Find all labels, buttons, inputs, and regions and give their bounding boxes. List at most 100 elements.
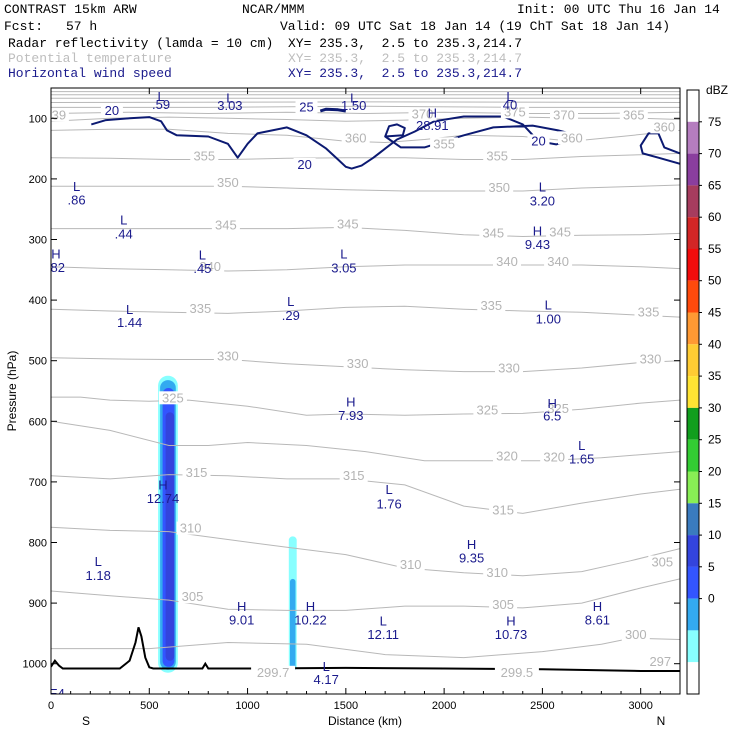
wind-label: L	[126, 302, 133, 317]
field-xy-theta: XY= 235.3, 2.5 to 235.3,214.7	[288, 51, 523, 66]
colorbar-swatch	[687, 566, 699, 599]
theta-label: 330	[347, 356, 369, 371]
theta-label: 305	[651, 555, 673, 570]
theta-label-bg	[132, 691, 177, 694]
y-tick-label: 200	[29, 174, 47, 186]
wind-label: 1.50	[341, 98, 366, 113]
colorbar-swatch	[687, 535, 699, 567]
colorbar-label: 5	[708, 560, 715, 574]
theta-label-bg	[621, 628, 650, 642]
y-tick-label: 700	[29, 477, 47, 489]
wind-label: L	[73, 179, 80, 194]
colorbar-label: 35	[708, 369, 722, 383]
theta-label: 350	[217, 175, 239, 190]
theta-label-bg	[500, 105, 529, 119]
wind-label: L	[199, 247, 206, 262]
fcst-value: 57 h	[66, 19, 98, 34]
wind-label: L	[539, 179, 546, 194]
theta-label: 300.5	[138, 690, 171, 705]
wind-label: .44	[115, 227, 133, 242]
theta-label-bg	[483, 149, 512, 163]
theta-label-bg	[176, 521, 205, 535]
wind-contour-line	[319, 107, 347, 113]
colorbar-swatch	[687, 280, 699, 313]
y-tick-label: 600	[29, 416, 47, 428]
theta-label: 370	[553, 107, 575, 122]
y-tick-label: 500	[29, 356, 47, 368]
theta-label: 310	[486, 565, 508, 580]
wind-label: 20	[297, 157, 311, 172]
colorbar-label: 55	[708, 242, 722, 256]
colorbar-swatch	[687, 121, 699, 154]
wind-label: 1.18	[86, 568, 111, 583]
colorbar-swatch	[687, 503, 699, 536]
wind-label: 6.5	[543, 409, 561, 424]
x-tick-label: 1500	[334, 700, 358, 712]
colorbar-swatch	[687, 471, 699, 504]
wind-label: L	[385, 482, 392, 497]
valid-time: Valid: 09 UTC Sat 18 Jan 14 (19 ChT Sat …	[280, 19, 671, 34]
theta-label-bg	[196, 259, 225, 273]
wind-label: 25	[299, 99, 313, 114]
theta-label-bg	[408, 107, 437, 121]
wind-label: 1.76	[376, 496, 401, 511]
theta-label-bg	[550, 108, 578, 122]
wind-label: .29	[282, 308, 300, 323]
theta-label-bg	[158, 391, 187, 405]
theta-label-bg	[489, 503, 518, 517]
y-axis-title: Pressure (hPa)	[5, 351, 19, 432]
wind-label-bg	[527, 134, 550, 148]
theta-label: 370	[412, 107, 434, 122]
theta-label: 305	[492, 597, 514, 612]
theta-label-bg	[213, 176, 242, 190]
colorbar-swatch	[687, 185, 699, 218]
theta-contour-line	[51, 305, 680, 318]
y-tick-label: 1000	[23, 659, 47, 671]
wind-label: L	[226, 90, 233, 105]
theta-label: 360	[345, 130, 367, 145]
wind-label: 9.43	[525, 237, 550, 252]
wind-label: H	[158, 478, 167, 493]
theta-label: 300	[625, 627, 647, 642]
theta-label-bg	[489, 597, 518, 611]
theta-label: 325	[162, 390, 184, 405]
colorbar-swatch	[687, 153, 699, 186]
theta-label-bg	[650, 120, 679, 134]
field-name-wind: Horizontal wind speed	[8, 66, 172, 81]
theta-label: 305	[182, 589, 204, 604]
colorbar-swatch	[687, 630, 699, 663]
theta-label: 310	[400, 557, 422, 572]
theta-label-bg	[251, 665, 296, 679]
theta-label-bg	[186, 302, 215, 316]
theta-contour-line	[51, 474, 680, 514]
colorbar-swatch	[687, 598, 699, 631]
theta-label-bg	[333, 217, 362, 231]
theta-label: 320	[543, 450, 565, 465]
y-tick-label: 400	[29, 295, 47, 307]
theta-label: 345	[215, 218, 237, 233]
theta-label-bg	[473, 403, 502, 417]
x-axis-title: Distance (km)	[328, 714, 402, 728]
wind-label: L	[506, 89, 513, 104]
colorbar-swatch	[687, 344, 699, 377]
theta-contour-line	[51, 637, 680, 659]
colorbar-frame	[686, 89, 700, 695]
wind-label-bg	[295, 100, 318, 114]
terrain-layer	[51, 626, 680, 672]
wind-label: L	[340, 247, 347, 262]
theta-label: 335	[190, 301, 212, 316]
theta-label: 330	[640, 352, 662, 367]
theta-label: 355	[486, 149, 508, 164]
wind-label: 8.61	[585, 613, 610, 628]
theta-label: 340	[199, 259, 221, 274]
theta-label-bg	[636, 352, 665, 366]
wind-contour-line	[91, 115, 583, 170]
theta-label: 330	[498, 361, 520, 376]
wind-label: L	[380, 613, 387, 628]
wind-label: 9.35	[459, 550, 484, 565]
wind-label: H	[548, 396, 557, 411]
theta-label-bg	[178, 590, 207, 604]
